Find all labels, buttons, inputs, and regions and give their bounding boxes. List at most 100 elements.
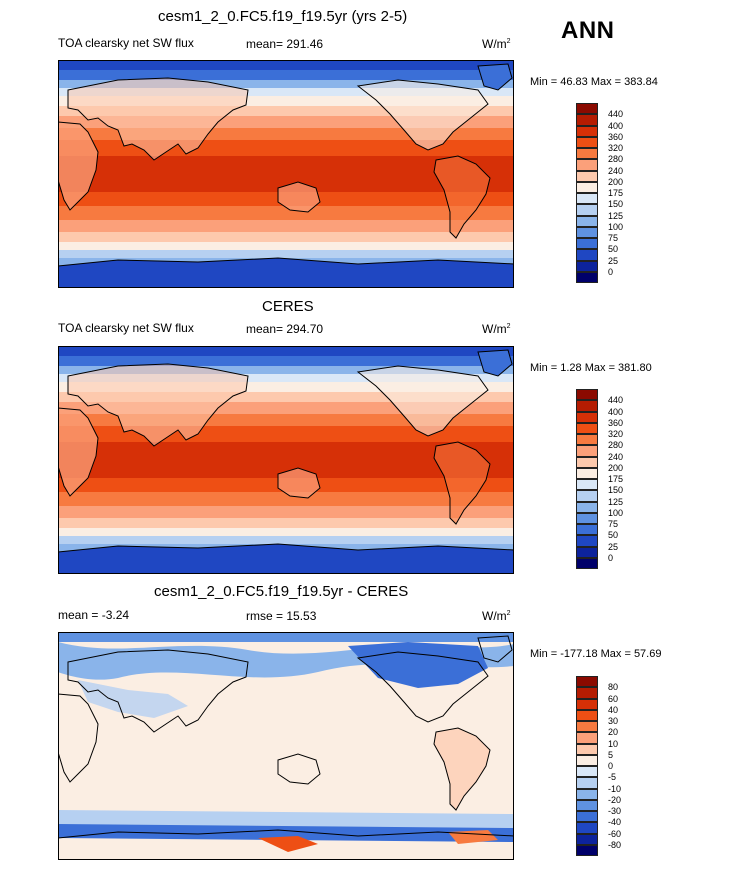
colorbar-box [576,535,598,547]
colorbar-tick-label: 5 [608,749,614,760]
latitude-band [58,88,514,96]
colorbar-box [576,456,598,468]
colorbar-box [576,698,598,710]
colorbar-tick-label: -60 [608,828,622,839]
colorbar-tick-label: 360 [608,417,624,428]
coastline-antarctica [58,257,514,267]
south-america-land [434,156,490,238]
colorbar-tick-label: 125 [608,210,624,221]
antarctic-positive [258,836,318,852]
colorbar-box [576,422,598,434]
panel2-subtitle: TOA clearsky net SW flux [58,321,194,335]
colorbar-box [576,788,598,800]
colorbar-tick-label: 150 [608,199,624,210]
panel1-subtitle: TOA clearsky net SW flux [58,36,194,50]
colorbar-box [576,249,598,261]
south-america-positive [434,728,490,810]
colorbar-tick-label: 440 [608,395,624,406]
asia-land [68,364,248,446]
colorbar-box [576,389,598,401]
panel3-units: W/m2 [482,609,511,623]
colorbar-box [576,676,598,688]
africa-land [58,408,98,496]
colorbar-tick-label: 10 [608,738,619,749]
colorbar-tick-label: 175 [608,474,624,484]
panel3-mean: mean = -3.24 [58,608,130,622]
australia-land [278,468,320,498]
colorbar-box [576,546,598,558]
colorbar-box [576,204,598,216]
north-america-land [358,366,488,436]
colorbar-tick-label: 20 [608,727,619,738]
colorbar-box [576,799,598,811]
colorbar-tick-label: 80 [608,682,619,693]
panel1-minmax: Min = 46.83 Max = 383.84 [530,76,658,88]
colorbar-box [576,193,598,205]
colorbar-box [576,490,598,502]
colorbar-tick-label: 400 [608,120,624,131]
colorbar-tick-label: 280 [608,154,624,165]
colorbar-box [576,777,598,789]
colorbar-box [576,501,598,513]
panel2-colorbar: 440 400 360 320 280 240 200 175 150 125 100 75 50 25 0 [576,389,656,569]
colorbar-tick-label: 50 [608,244,619,255]
coastline-samerica [433,727,491,811]
panel3-rmse: rmse = 15.53 [246,609,317,623]
latitude-band [58,374,514,382]
latitude-band [58,356,514,366]
colorbar-box [576,159,598,171]
colorbar-box [576,822,598,834]
colorbar-tick-label: 125 [608,496,624,507]
colorbar-tick-label: -5 [608,772,617,783]
colorbar-box [576,524,598,536]
coastline-africa [58,121,99,211]
antarctica-land [58,544,514,574]
colorbar-box [576,181,598,193]
latitude-band [58,382,514,392]
coastline-greenland [477,635,513,663]
coastline-samerica [433,441,491,525]
australia-land [278,182,320,212]
coastline-australia [277,753,321,785]
panel2-units: W/m2 [482,322,511,336]
colorbar-tick-label: 240 [608,165,624,176]
latitude-band [58,528,514,536]
south-america-land [434,442,490,524]
colorbar-tick-label: 25 [608,255,619,266]
map-frame [58,60,514,288]
colorbar-tick-label: 240 [608,451,624,462]
colorbar-tick-label: 320 [608,143,624,153]
colorbar-tick-label: 440 [608,109,624,120]
arctic-band [58,632,514,642]
panel1-map [58,60,514,288]
north-america-negative [348,642,488,688]
panel3-title: cesm1_2_0.FC5.f19_f19.5yr - CERES [154,583,409,600]
colorbar-box [576,687,598,699]
colorbar-box [576,557,598,569]
coastline-antarctica [58,829,514,839]
latitude-band [58,96,514,106]
colorbar-tick-label: 40 [608,704,619,715]
latitude-band [58,70,514,80]
greenland-land [478,350,512,376]
colorbar-tick-label: -80 [608,839,622,850]
season-label: ANN [561,17,615,44]
colorbar-box [576,754,598,766]
colorbar-tick-label: 200 [608,462,624,473]
colorbar-box [576,215,598,227]
coastline-greenland [477,63,513,91]
antarctica-land [58,258,514,288]
colorbar-box [576,445,598,457]
colorbar-box [576,766,598,778]
colorbar-box [576,434,598,446]
panel2-minmax: Min = 1.28 Max = 381.80 [530,362,652,374]
colorbar-box [576,743,598,755]
panel2-map [58,346,514,574]
colorbar-tick-label: 0 [608,761,614,771]
panel3-map [58,632,514,860]
panel2-mean: mean= 294.70 [246,322,324,336]
colorbar-box [576,238,598,250]
colorbar-box [576,125,598,137]
panel3-colorbar: 80 60 40 30 20 10 5 0 -5 -10 -20 -30 -40 -60 -80 [576,676,656,856]
colorbar-box [576,721,598,733]
